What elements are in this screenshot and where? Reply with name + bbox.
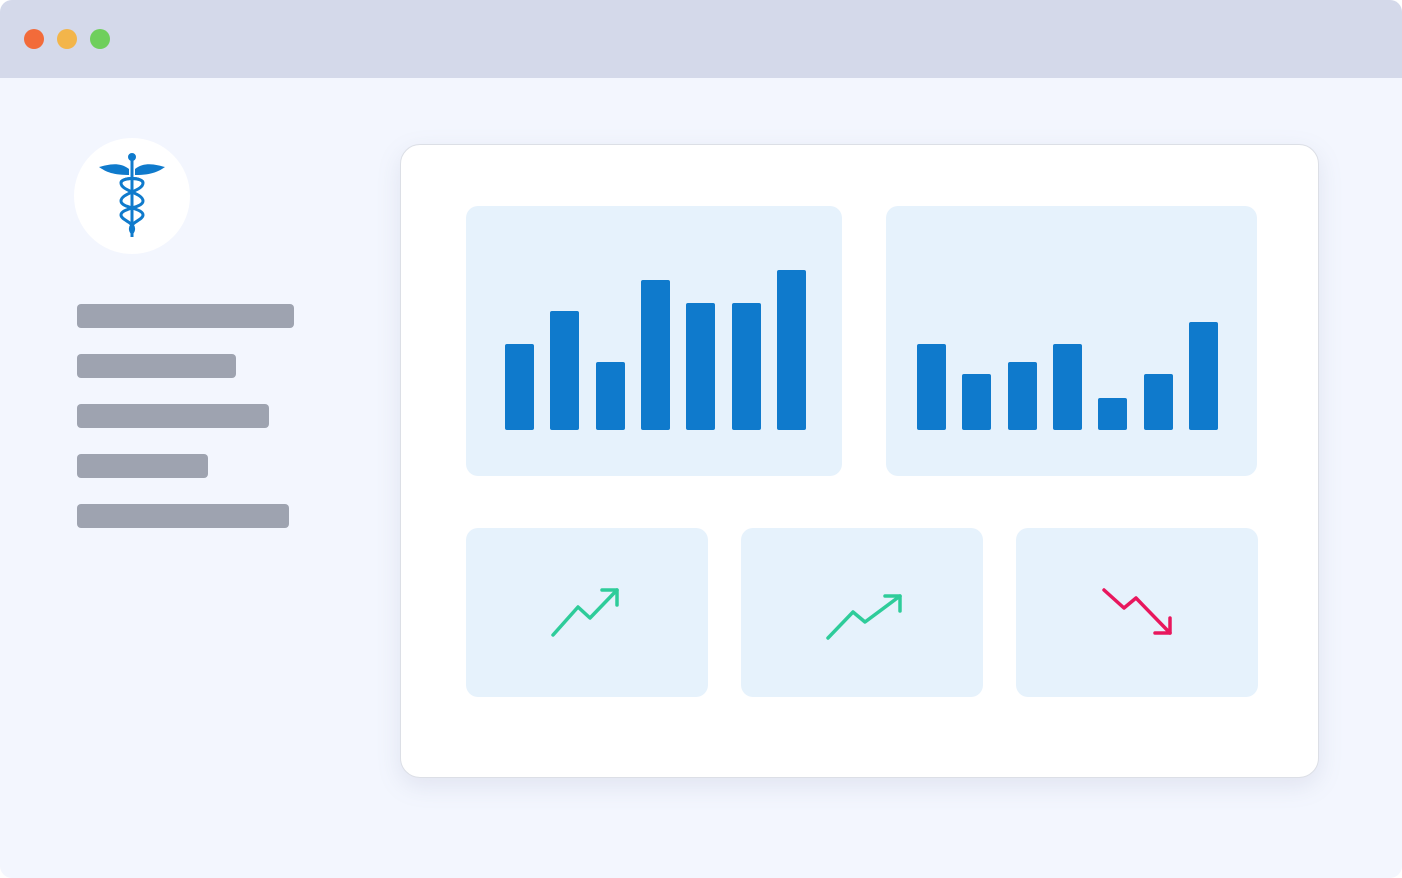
trending-up-icon [826,594,902,640]
trending-down-icon [1102,588,1172,635]
sidebar-item-1[interactable] [77,304,294,328]
chart-bar [1143,374,1173,430]
chart-bar [505,344,534,430]
chart-bar [776,270,806,430]
maximize-button[interactable] [90,29,110,49]
chart-bar [1188,322,1218,430]
trend-tile-3 [1016,528,1258,697]
chart-bar [640,280,670,430]
chart-bar [1007,362,1037,430]
chart-bar [917,344,946,430]
title-bar [0,0,1402,78]
sidebar-item-2[interactable] [77,354,236,378]
caduceus-icon [99,153,165,237]
close-button[interactable] [24,29,44,49]
bar-chart-2 [886,206,1257,476]
chart-bar [1098,398,1128,430]
chart-bar [1052,344,1082,430]
bar-chart-1 [466,206,842,476]
trend-tile-1 [466,528,708,697]
trend-tile-2 [741,528,983,697]
chart-bar [731,303,761,430]
chart-bar [962,374,992,430]
minimize-button[interactable] [57,29,77,49]
chart-bar [595,362,625,430]
trending-up-icon [551,588,619,637]
chart-bar [550,311,580,430]
chart-bar [686,303,716,430]
sidebar-item-4[interactable] [77,454,208,478]
sidebar-item-5[interactable] [77,504,289,528]
sidebar-item-3[interactable] [77,404,269,428]
logo [74,138,190,254]
